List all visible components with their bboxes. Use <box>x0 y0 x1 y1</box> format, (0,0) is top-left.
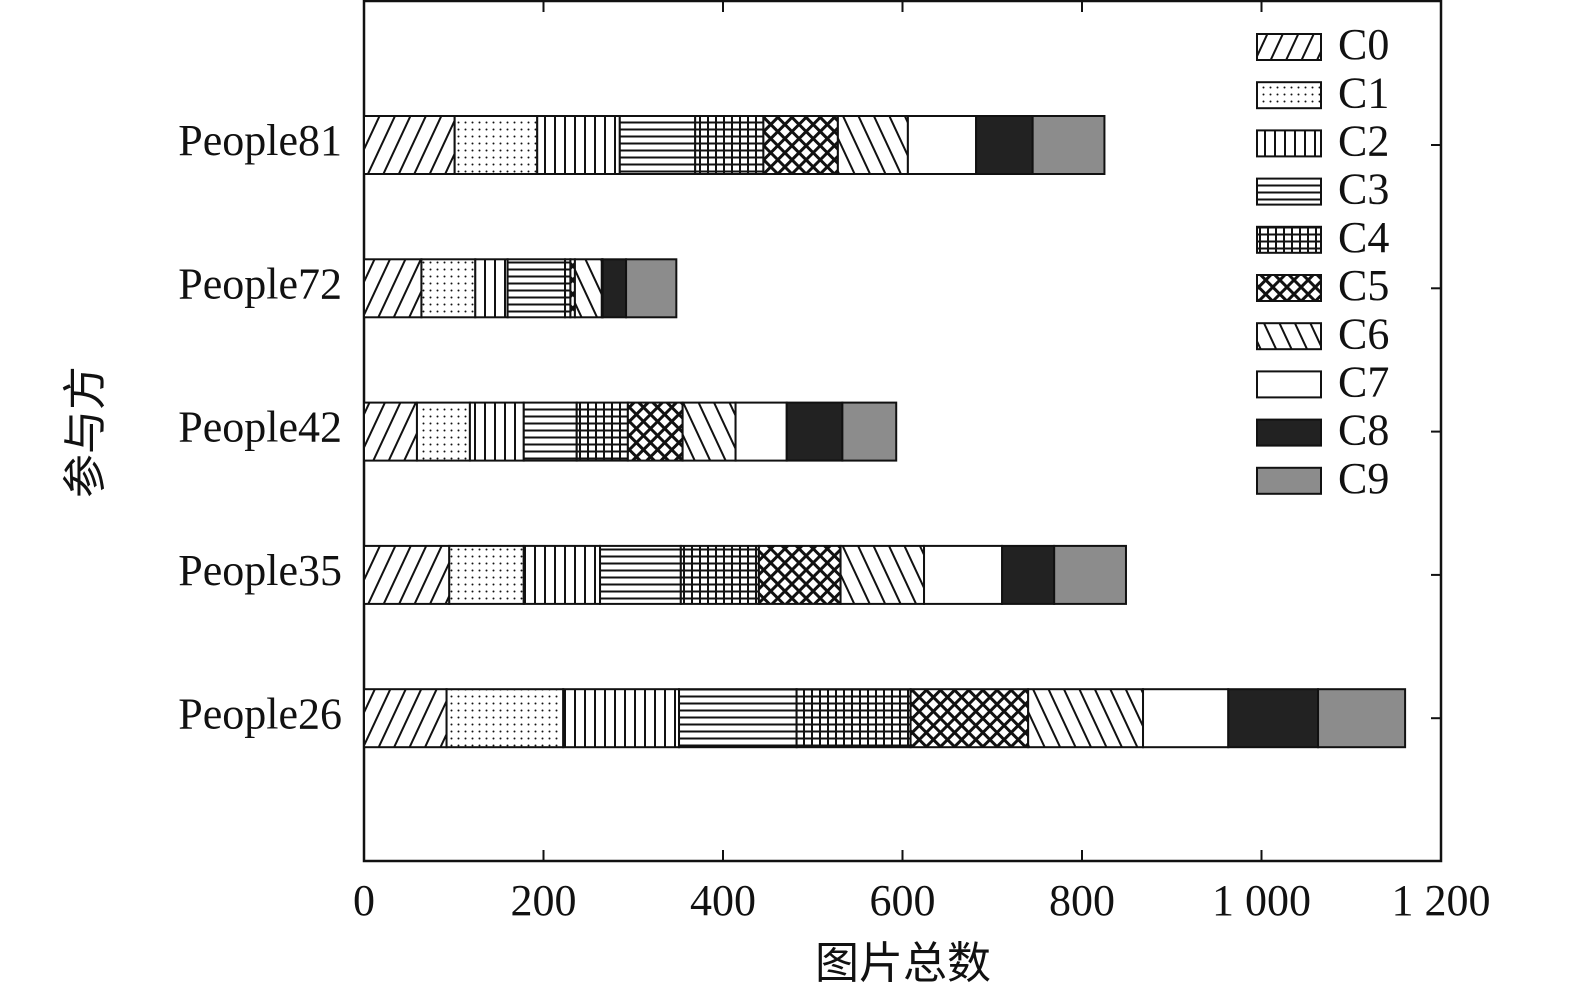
legend-swatch <box>1256 81 1322 110</box>
bar-segment <box>975 115 1034 175</box>
bar-segment <box>599 544 682 605</box>
bar-segment <box>841 401 898 462</box>
bar-segment <box>681 401 737 462</box>
bar-segment <box>601 258 628 319</box>
bar-segment <box>415 401 471 462</box>
bar-segment <box>734 401 788 462</box>
x-tick-label: 1 000 <box>1212 876 1311 925</box>
bar-segment <box>363 544 451 605</box>
legend-label: C7 <box>1338 357 1389 406</box>
bar-segment <box>839 544 926 605</box>
bar-segment <box>762 115 839 175</box>
bar-segment <box>694 115 765 175</box>
bar-segment <box>1053 544 1127 605</box>
bar-segment <box>363 258 423 319</box>
legend-swatch <box>1256 370 1322 399</box>
legend-swatch <box>1256 129 1322 158</box>
x-tick-label: 600 <box>870 876 936 925</box>
x-tick-label: 800 <box>1049 876 1115 925</box>
y-axis-label: 参与方 <box>61 366 110 498</box>
bar-segment <box>618 115 697 175</box>
x-tick-label: 200 <box>511 876 577 925</box>
legend-label: C5 <box>1338 261 1389 310</box>
bar-segment <box>1317 688 1407 749</box>
bar-segment <box>522 544 602 605</box>
bar-segment <box>757 544 842 605</box>
legend-swatch <box>1256 322 1322 351</box>
legend-label: C8 <box>1338 406 1389 455</box>
legend-label: C3 <box>1338 165 1389 214</box>
legend-swatch <box>1256 177 1322 206</box>
legend-label: C1 <box>1338 68 1389 117</box>
bar-segment <box>453 115 539 175</box>
bar-segment <box>785 401 844 462</box>
bar-segment <box>909 688 1030 749</box>
bar-segment <box>363 688 448 749</box>
bar-segment <box>445 688 565 749</box>
bar-segment <box>1227 688 1320 749</box>
bar-segment <box>836 115 909 175</box>
legend-label: C2 <box>1338 116 1389 165</box>
bar-segment <box>625 258 678 319</box>
bar-segment <box>1031 115 1106 175</box>
bar-segment <box>573 258 603 319</box>
bar-segment <box>522 401 578 462</box>
x-tick-label: 1 200 <box>1392 876 1491 925</box>
bar-segment <box>906 115 978 175</box>
legend-swatch <box>1256 466 1322 495</box>
bar-segment <box>506 258 567 319</box>
bar-segment <box>562 688 681 749</box>
bar-segment <box>795 688 912 749</box>
y-tick-label: People26 <box>178 689 342 738</box>
legend-label: C6 <box>1338 309 1389 358</box>
bar-segment <box>923 544 1004 605</box>
y-tick-label: People81 <box>178 116 342 165</box>
legend-swatch <box>1256 225 1322 254</box>
legend-label: C9 <box>1338 454 1389 503</box>
y-tick-label: People35 <box>178 546 342 595</box>
bar-segment <box>575 401 629 462</box>
bar-segment <box>468 401 525 462</box>
x-axis-label: 图片总数 <box>815 939 991 988</box>
bar-segment <box>420 258 477 319</box>
y-tick-label: People72 <box>178 259 342 308</box>
bar-segment <box>448 544 525 605</box>
legend-swatch <box>1256 274 1322 302</box>
bar-segment <box>536 115 621 175</box>
legend-swatch <box>1256 33 1322 61</box>
y-tick-label: People42 <box>178 403 342 452</box>
legend-label: C4 <box>1338 213 1389 262</box>
bar-segment <box>1001 544 1056 605</box>
legend-label: C0 <box>1338 20 1389 69</box>
bar-segment <box>678 688 798 749</box>
bar-segment <box>679 544 760 605</box>
bar-segment <box>363 401 418 462</box>
bar-segment <box>363 115 456 175</box>
x-tick-label: 400 <box>690 876 756 925</box>
bar-segment <box>1142 688 1230 749</box>
bar-segment <box>626 401 684 462</box>
x-tick-label: 0 <box>353 876 375 925</box>
bar-segment <box>1027 688 1145 749</box>
bar-segment <box>474 258 509 319</box>
legend-swatch <box>1256 418 1322 447</box>
